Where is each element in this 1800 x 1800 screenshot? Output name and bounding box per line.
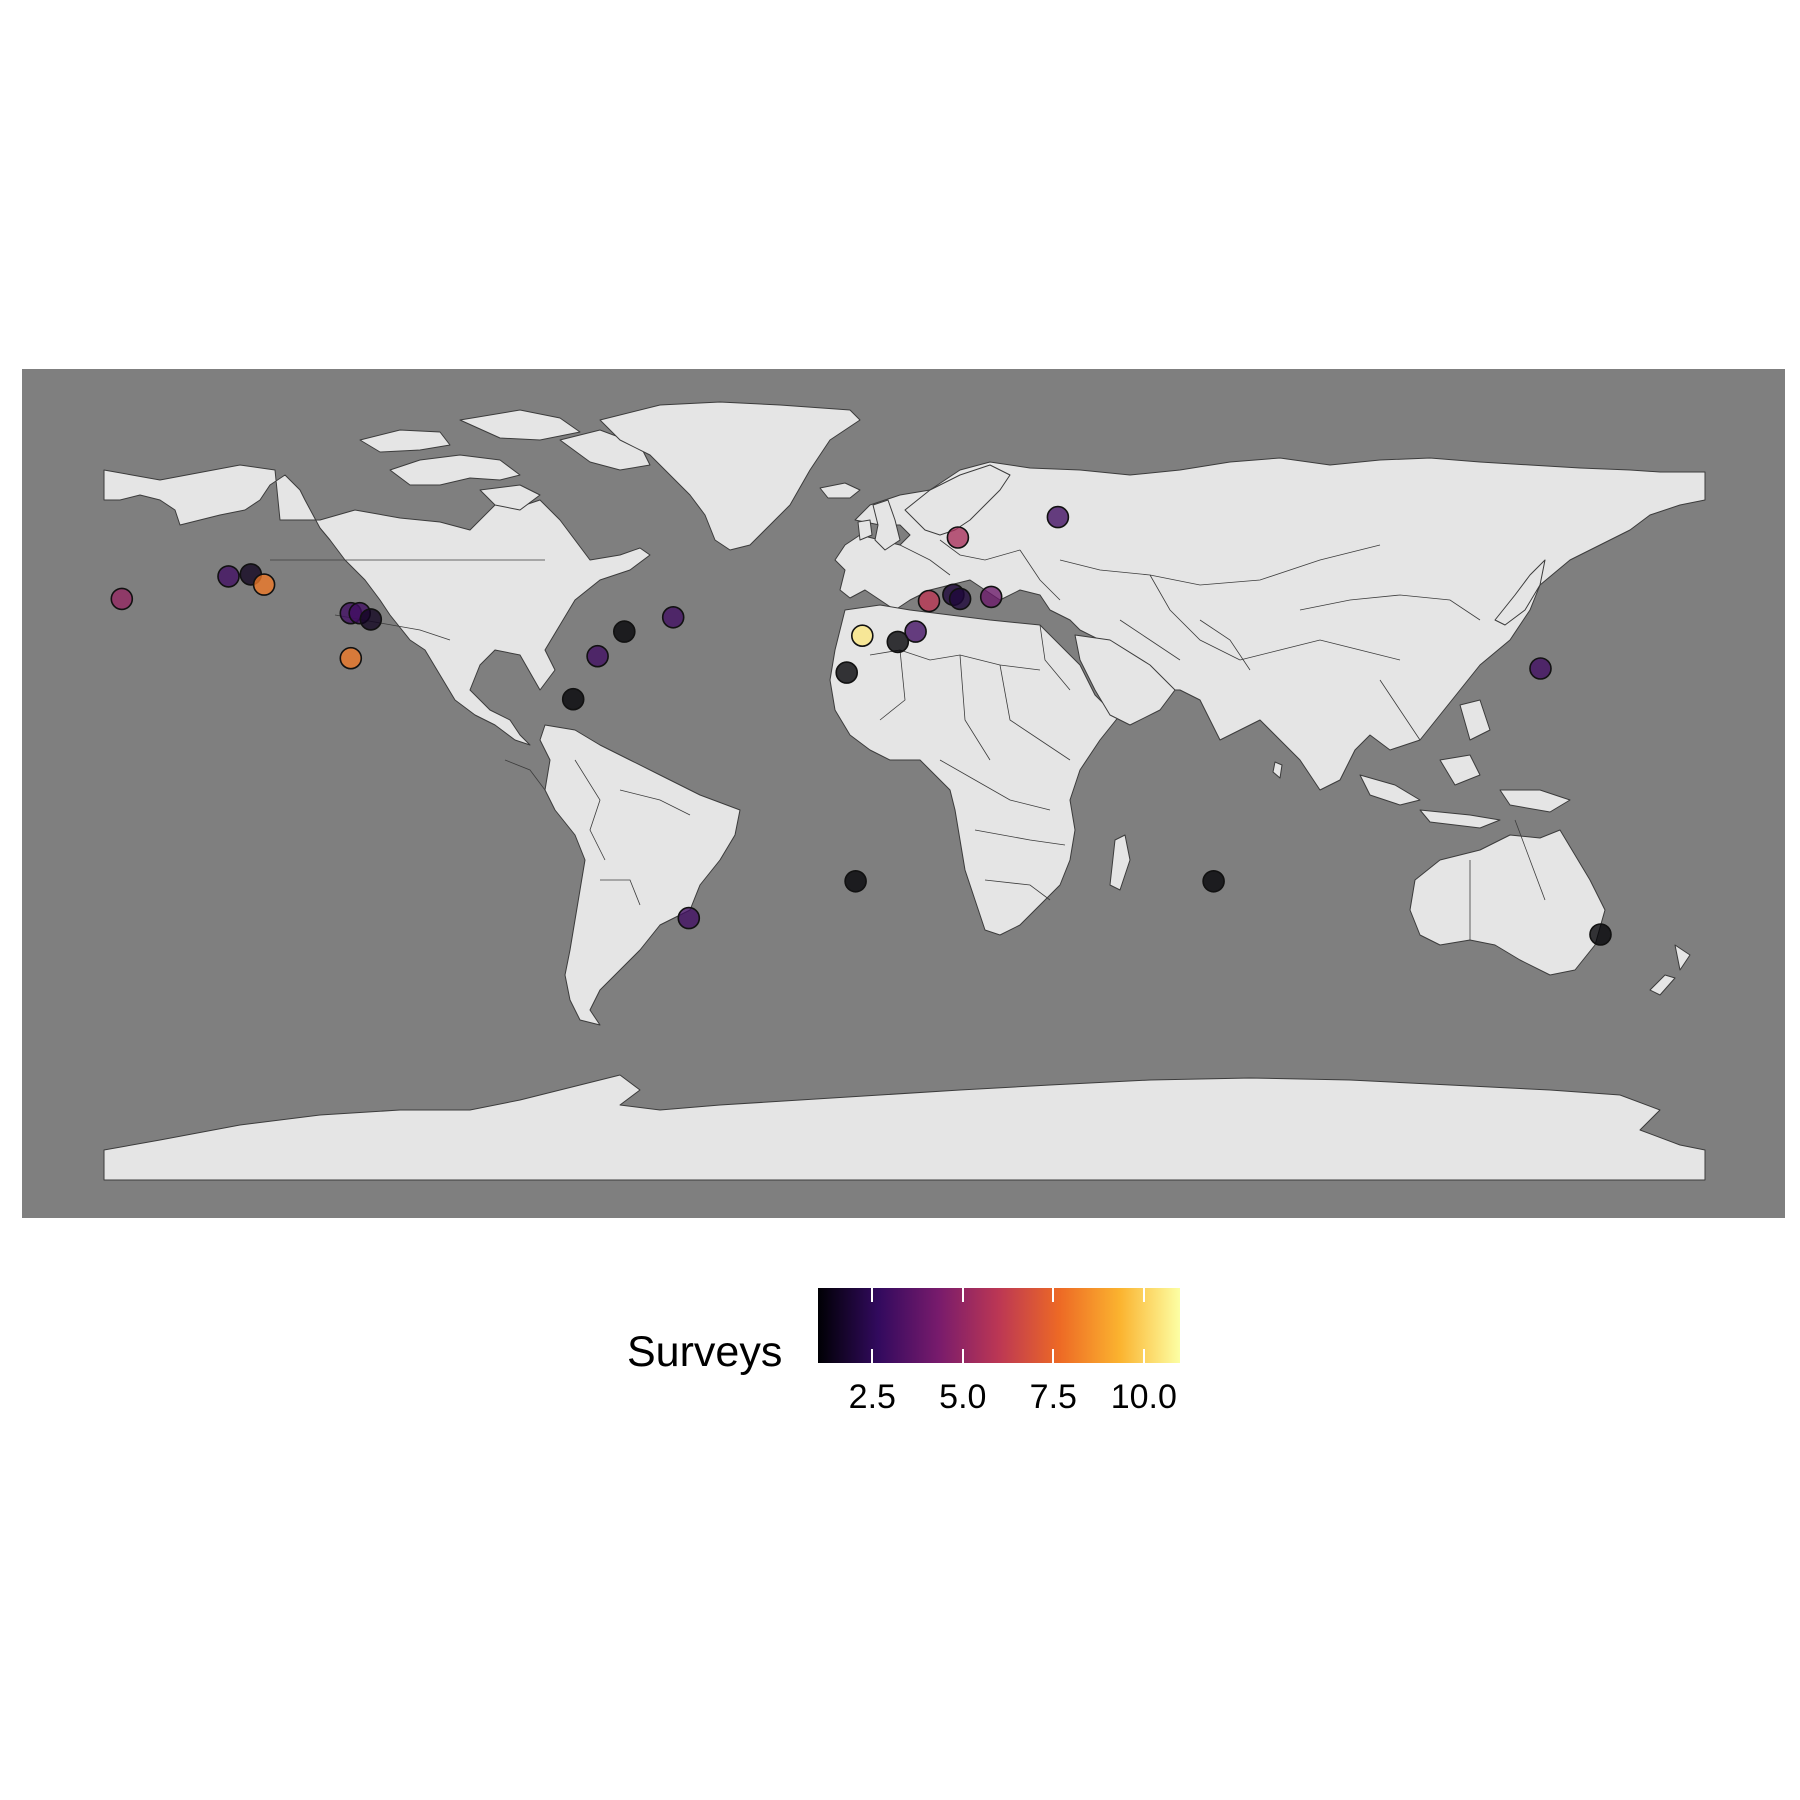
land-greenland — [599, 401, 861, 551]
land-ireland — [857, 519, 873, 541]
survey-point — [661, 605, 685, 629]
land-scandinavia — [904, 464, 1011, 536]
survey-point — [948, 587, 972, 611]
survey-point — [359, 608, 383, 631]
survey-point — [612, 620, 636, 643]
survey-point — [339, 646, 363, 670]
land-japan — [1494, 559, 1546, 626]
survey-point — [886, 630, 910, 654]
survey-point — [1589, 923, 1612, 946]
land-arctic-islands — [389, 454, 521, 486]
survey-point — [252, 573, 276, 596]
survey-point — [844, 869, 867, 893]
survey-point — [1046, 505, 1070, 529]
survey-point — [917, 589, 941, 613]
survey-point — [979, 585, 1003, 609]
land-great-britain — [872, 499, 901, 551]
survey-point — [1202, 869, 1225, 893]
land-new-zealand — [1674, 944, 1691, 971]
survey-point — [904, 620, 927, 643]
survey-points — [110, 505, 1612, 946]
survey-point — [561, 687, 585, 711]
survey-point — [1529, 657, 1552, 680]
land-australia — [1409, 829, 1606, 976]
survey-point — [586, 644, 609, 668]
survey-point — [835, 661, 859, 684]
land-iceland — [819, 482, 861, 499]
survey-point — [850, 624, 874, 648]
survey-point — [217, 565, 240, 588]
land-layer — [103, 401, 1706, 1181]
land-madagascar — [1109, 834, 1131, 891]
land-antarctica — [103, 1074, 1706, 1181]
survey-point — [110, 587, 134, 611]
survey-point — [946, 526, 970, 549]
land-indonesia — [1359, 774, 1421, 806]
land-arabia — [1074, 634, 1176, 726]
country-borders — [270, 539, 1546, 940]
land-eurasia — [834, 457, 1706, 791]
land-africa — [829, 604, 1121, 936]
survey-point — [677, 906, 701, 930]
land-south-america — [539, 724, 741, 1026]
